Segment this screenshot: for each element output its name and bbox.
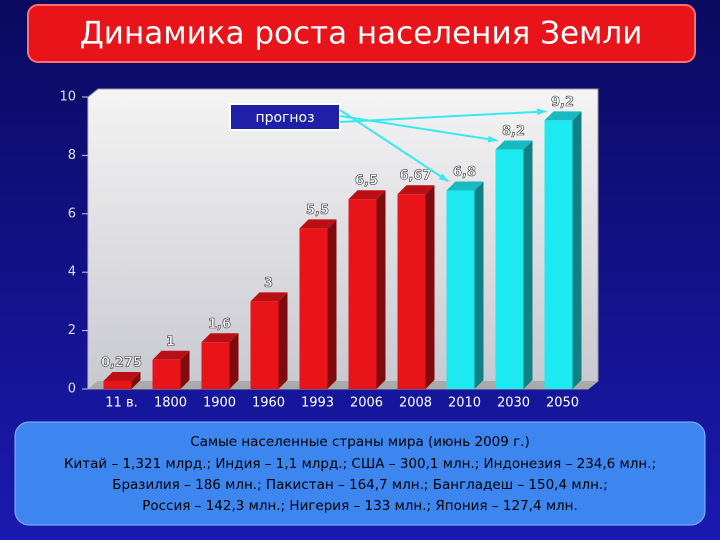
bar-top bbox=[103, 371, 141, 381]
bar bbox=[495, 149, 524, 389]
bar bbox=[103, 380, 132, 389]
bar-side bbox=[376, 190, 386, 389]
bar-side bbox=[523, 140, 533, 389]
bar bbox=[397, 194, 426, 389]
bar-top bbox=[152, 350, 190, 360]
bar bbox=[348, 199, 377, 389]
arrow-head bbox=[487, 135, 498, 143]
arrow-head bbox=[536, 108, 547, 116]
bar bbox=[544, 120, 573, 390]
bar-side bbox=[572, 111, 582, 390]
annotation-arrow bbox=[339, 110, 547, 123]
bar bbox=[446, 190, 475, 389]
bar-side bbox=[131, 371, 141, 389]
bar-top bbox=[397, 185, 435, 195]
value-label: 9,2 bbox=[551, 95, 574, 110]
y-tick-label: 0 bbox=[68, 382, 76, 397]
value-label: 6,67 bbox=[399, 169, 431, 184]
annotation-box bbox=[229, 103, 341, 131]
bar-top bbox=[299, 219, 337, 229]
bar bbox=[299, 228, 328, 389]
bar-side bbox=[229, 333, 239, 389]
x-tick-label: 1800 bbox=[154, 396, 187, 411]
note-line: Китай – 1,321 млрд.; Индия – 1,1 млрд.; … bbox=[64, 456, 656, 472]
note-line: Бразилия – 186 млн.; Пакистан – 164,7 мл… bbox=[112, 477, 608, 493]
bar bbox=[152, 359, 181, 389]
chart-title: Динамика роста населения Земли bbox=[80, 16, 643, 52]
x-tick-label: 2010 bbox=[448, 396, 481, 411]
x-tick-label: 1960 bbox=[252, 396, 285, 411]
value-label: 8,2 bbox=[502, 124, 525, 139]
x-tick-label: 1993 bbox=[301, 396, 334, 411]
bar-side bbox=[327, 219, 337, 389]
value-label: 3 bbox=[264, 276, 273, 291]
y-tick-label: 4 bbox=[68, 265, 76, 280]
bar-side bbox=[278, 292, 288, 389]
x-tick-label: 2050 bbox=[546, 396, 579, 411]
x-tick-label: 1900 bbox=[203, 396, 236, 411]
annotation-text: прогноз bbox=[255, 110, 314, 126]
bar-side bbox=[474, 181, 484, 389]
bar bbox=[201, 342, 230, 389]
bar-top bbox=[348, 190, 386, 200]
x-tick-label: 2030 bbox=[497, 396, 530, 411]
title-box bbox=[27, 4, 696, 63]
bar-top bbox=[250, 292, 288, 302]
y-tick-label: 8 bbox=[68, 148, 76, 163]
bar-side bbox=[425, 185, 435, 389]
bar-top bbox=[446, 181, 484, 191]
value-label: 6,5 bbox=[355, 174, 378, 189]
y-tick-label: 10 bbox=[59, 90, 76, 105]
bar-top bbox=[495, 140, 533, 150]
value-label: 1,6 bbox=[208, 317, 231, 332]
bar-side bbox=[180, 350, 190, 389]
bar bbox=[250, 301, 279, 389]
value-label: 5,5 bbox=[306, 203, 329, 218]
y-tick-label: 2 bbox=[68, 323, 76, 338]
arrow-head bbox=[438, 173, 449, 182]
bar-top bbox=[544, 111, 582, 121]
x-tick-label: 2008 bbox=[399, 396, 432, 411]
value-label: 1 bbox=[166, 334, 175, 349]
note-box bbox=[14, 421, 706, 526]
y-tick-label: 6 bbox=[68, 206, 76, 221]
x-tick-label: 2006 bbox=[350, 396, 383, 411]
x-tick-label: 11 в. bbox=[105, 396, 137, 411]
value-label: 6,8 bbox=[453, 165, 476, 180]
note-title: Самые населенные страны мира (июнь 2009 … bbox=[190, 434, 530, 450]
note-line: Россия – 142,3 млн.; Нигерия – 133 млн.;… bbox=[142, 498, 578, 514]
value-label: 0,275 bbox=[101, 355, 142, 370]
bar-top bbox=[201, 333, 239, 343]
